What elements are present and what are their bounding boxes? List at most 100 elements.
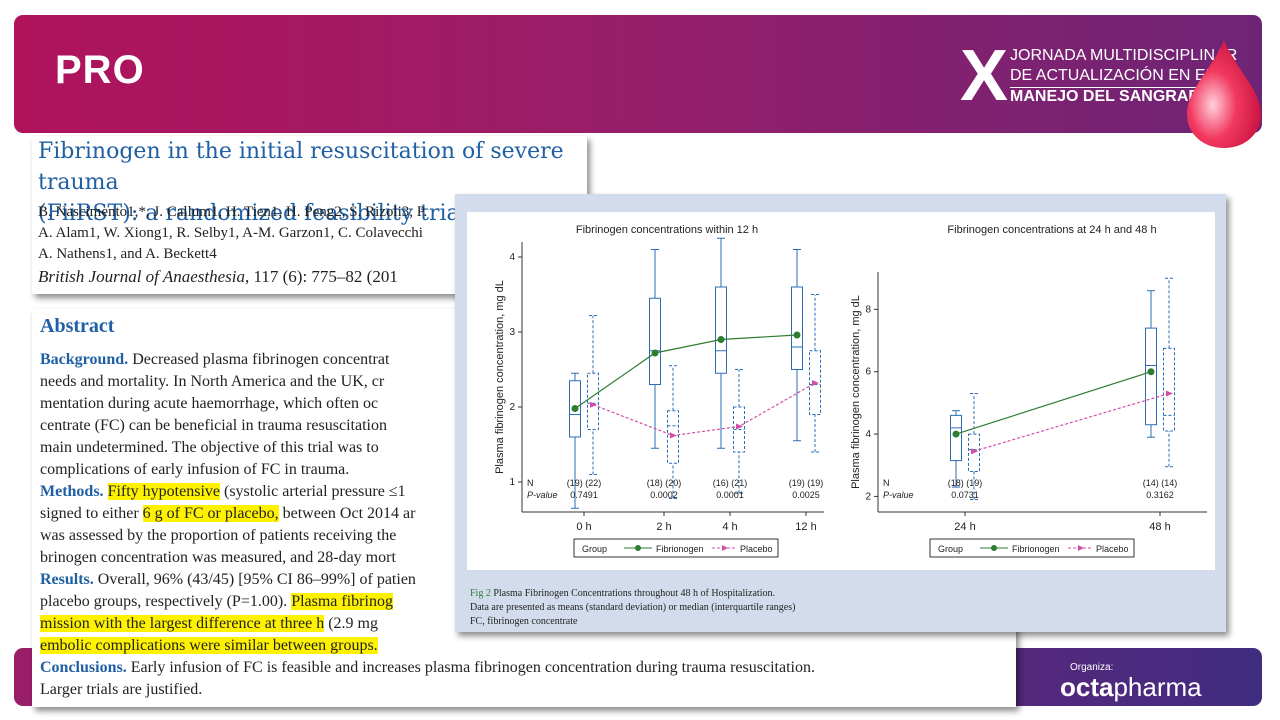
p-label: P-value bbox=[883, 490, 914, 500]
figure-panel: Fibrinogen concentrations within 12 h 1 2 3… bbox=[455, 194, 1226, 632]
y-tick-label: 3 bbox=[509, 327, 515, 338]
legend-placebo-label: Placebo bbox=[1096, 544, 1129, 554]
p-value: 0.0002 bbox=[650, 490, 678, 500]
event-line-3: MANEJO DEL SANGRADO bbox=[1010, 87, 1213, 105]
x-tick-label: 0 h bbox=[576, 521, 591, 533]
abstract-line: Conclusions. Early infusion of FC is fea… bbox=[40, 659, 815, 676]
abstract-line: main undetermined. The objective of this… bbox=[40, 439, 379, 456]
n-label: N bbox=[527, 478, 534, 488]
p-label: P-value bbox=[527, 490, 558, 500]
placebo-box bbox=[667, 365, 679, 499]
y-tick-label: 2 bbox=[865, 491, 871, 502]
figure-plot-area: Fibrinogen concentrations within 12 h 1 2 3… bbox=[467, 212, 1215, 570]
paper-header-clip: Fibrinogen in the initial resuscitation … bbox=[32, 136, 587, 294]
event-numeral: X bbox=[960, 36, 1009, 116]
fibrinogen-mean-point bbox=[1147, 368, 1155, 376]
figure-caption-title: Fig 2 Plasma Fibrinogen Concentrations t… bbox=[470, 588, 775, 599]
fibrinogen-mean-point bbox=[717, 336, 725, 343]
box bbox=[715, 286, 727, 374]
placebo-mean-line bbox=[592, 382, 816, 437]
placebo-mean-point bbox=[812, 380, 819, 386]
n-label: N bbox=[883, 478, 890, 488]
n-value: (14) (14) bbox=[1143, 478, 1178, 488]
abstract-line: centrate (FC) can be beneficial in traum… bbox=[40, 417, 387, 434]
abstract-line: Methods. Fifty hypotensive (systolic art… bbox=[40, 483, 406, 500]
p-value: 0.7491 bbox=[570, 490, 598, 500]
box bbox=[950, 414, 962, 462]
abstract-line: mentation during acute haemorrhage, whic… bbox=[40, 395, 379, 412]
legend-box bbox=[929, 538, 1135, 558]
paper-authors: B. Nascimento1,*, J. Callum1, H. Tien1, … bbox=[38, 204, 428, 262]
x-tick-label: 2 h bbox=[656, 521, 671, 533]
title-banner bbox=[14, 15, 1262, 133]
box bbox=[587, 372, 599, 430]
paper-title: Fibrinogen in the initial resuscitation … bbox=[38, 139, 564, 226]
fibrinogen-mean-point bbox=[793, 331, 801, 339]
placebo-mean-point bbox=[670, 432, 677, 439]
box bbox=[667, 410, 679, 464]
placebo-mean-point bbox=[971, 448, 978, 455]
p-value: 0.0025 bbox=[792, 490, 820, 500]
abstract-line: complications of early infusion of FC in… bbox=[40, 461, 350, 478]
box bbox=[1163, 347, 1175, 432]
figure-caption-line: Data are presented as means (standard de… bbox=[470, 602, 796, 613]
slide-label: PRO bbox=[55, 48, 145, 92]
placebo-box bbox=[1163, 277, 1175, 468]
p-value: 0.0001 bbox=[716, 490, 744, 500]
organizer-label: Organiza: bbox=[1070, 662, 1114, 673]
abstract-line: Results. Overall, 96% (43/45) [95% CI 86… bbox=[40, 571, 416, 588]
y-tick-label: 1 bbox=[509, 477, 515, 488]
legend-fibrinogen-label: Fibrionogen bbox=[1012, 544, 1060, 554]
fibrinogen-mean-point bbox=[952, 430, 960, 438]
y-axis-label: Plasma fibrinogen concentration, mg dL bbox=[850, 295, 862, 489]
legend-fibrinogen-label: Fibrionogen bbox=[656, 544, 704, 554]
chart-title: Fibrinogen concentrations at 24 h and 48… bbox=[947, 224, 1156, 236]
fibrinogen-box bbox=[649, 249, 661, 449]
fibrinogen-box bbox=[1145, 290, 1157, 438]
legend-title: Group bbox=[582, 544, 607, 554]
box bbox=[809, 350, 821, 415]
chart-title: Fibrinogen concentrations within 12 h bbox=[576, 224, 758, 236]
event-line-1: JORNADA MULTIDISCIPLINAR bbox=[1010, 47, 1238, 64]
box bbox=[733, 406, 745, 453]
boxplot-chart: Fibrinogen concentrations within 12 h 1 2 3… bbox=[494, 224, 1207, 558]
box bbox=[1145, 327, 1157, 426]
event-line-2: DE ACTUALIZACIÓN EN EL bbox=[1010, 67, 1215, 84]
y-tick-label: 8 bbox=[865, 304, 871, 315]
paper-citation: British Journal of Anaesthesia, 117 (6):… bbox=[38, 267, 398, 286]
abstract-line: placebo groups, respectively (P=1.00). P… bbox=[40, 593, 393, 610]
placebo-mean-point bbox=[590, 401, 597, 408]
abstract-heading: Abstract bbox=[40, 315, 115, 337]
abstract-line: mission with the largest difference at t… bbox=[40, 615, 378, 632]
box bbox=[569, 380, 581, 438]
fibrinogen-box bbox=[569, 372, 581, 509]
n-value: (18) (19) bbox=[948, 478, 983, 488]
abstract-line: was assessed by the proportion of patien… bbox=[40, 527, 397, 544]
abstract-line: needs and mortality. In North America an… bbox=[40, 373, 385, 390]
p-value: 0.3162 bbox=[1146, 490, 1174, 500]
fibrinogen-box bbox=[715, 237, 727, 449]
blood-drop-icon bbox=[1187, 40, 1261, 148]
p-value: 0.0731 bbox=[951, 490, 979, 500]
n-value: (19) (22) bbox=[567, 478, 602, 488]
x-tick-label: 12 h bbox=[795, 521, 816, 533]
abstract-line: embolic complications were similar betwe… bbox=[40, 637, 378, 654]
n-value: (18) (20) bbox=[647, 478, 682, 488]
legend-placebo-label: Placebo bbox=[740, 544, 773, 554]
legend-placebo-marker bbox=[722, 545, 728, 551]
placebo-mean-line bbox=[973, 392, 1170, 452]
x-tick-label: 24 h bbox=[954, 521, 975, 533]
legend-title: Group bbox=[938, 544, 963, 554]
y-tick-label: 4 bbox=[865, 429, 871, 440]
y-tick-label: 4 bbox=[509, 252, 515, 263]
n-value: (19) (19) bbox=[789, 478, 824, 488]
fibrinogen-box bbox=[791, 249, 803, 442]
legend-placebo-marker bbox=[1078, 545, 1084, 551]
fibrinogen-mean-line bbox=[574, 334, 798, 409]
box bbox=[791, 286, 803, 370]
fibrinogen-box bbox=[950, 410, 962, 488]
abstract-line: Background. Decreased plasma fibrinogen … bbox=[40, 351, 390, 368]
fibrinogen-mean-point bbox=[571, 405, 579, 412]
fibrinogen-mean-line bbox=[955, 371, 1152, 435]
placebo-box bbox=[733, 369, 745, 494]
